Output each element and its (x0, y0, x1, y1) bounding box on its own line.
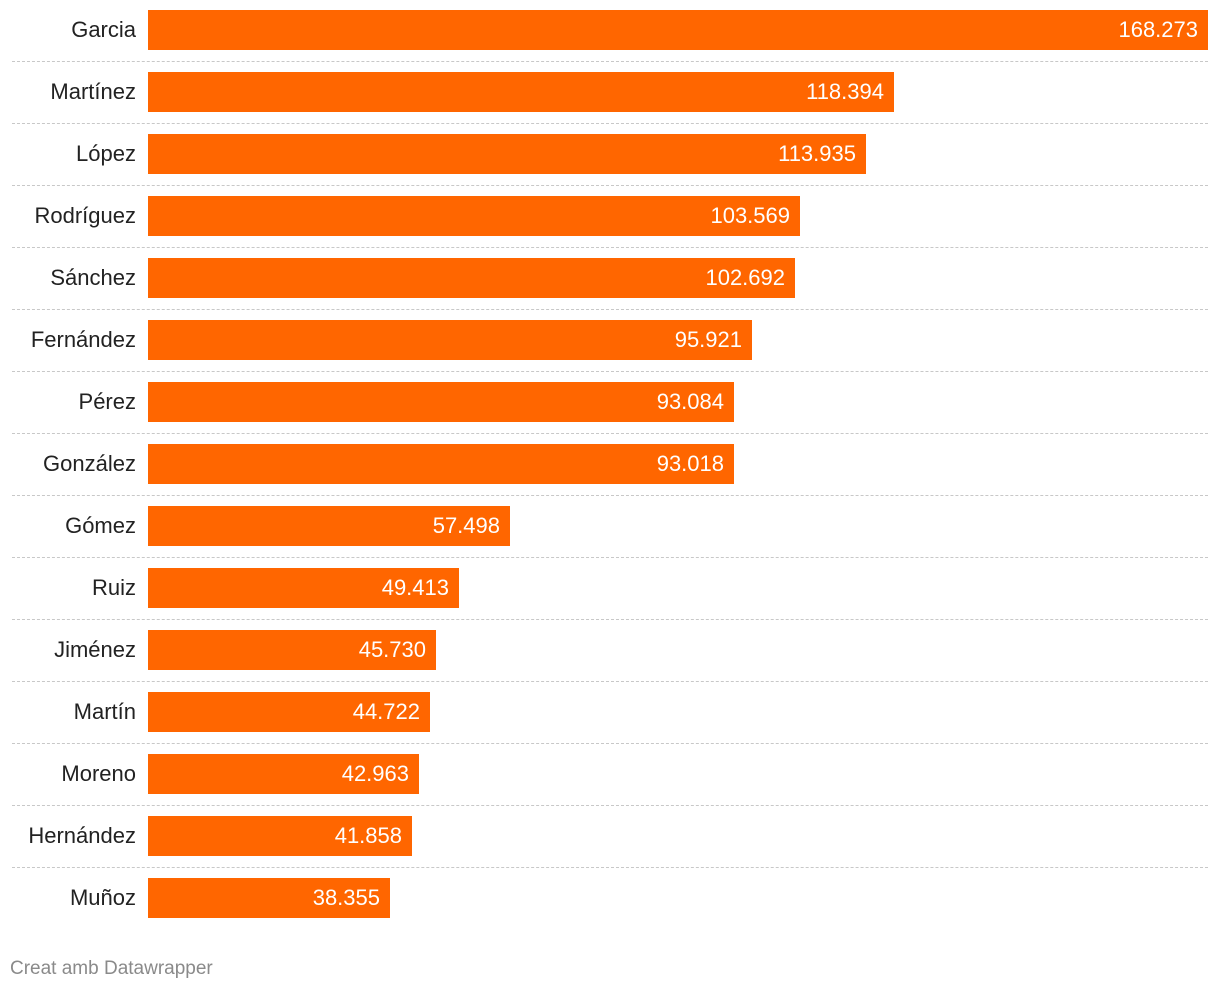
bar-row: Gómez 57.498 (12, 496, 1208, 558)
row-separator (12, 247, 1208, 248)
category-label: Rodríguez (34, 203, 136, 228)
bar-row: González 93.018 (12, 434, 1208, 496)
bar-row: Jiménez 45.730 (12, 620, 1208, 682)
category-label: López (76, 141, 136, 166)
bar-value-label: 42.963 (341, 761, 409, 786)
bar-value-label: 57.498 (432, 513, 500, 538)
bar: 93.084 (148, 382, 734, 422)
category-label: Jiménez (54, 637, 136, 662)
bar-row: López 113.935 (12, 124, 1208, 186)
bar-value-label: 93.018 (656, 451, 724, 476)
bar-row: Moreno 42.963 (12, 744, 1208, 806)
bar-value-label: 95.921 (674, 327, 742, 352)
row-separator (12, 185, 1208, 186)
bar-value-label: 45.730 (358, 637, 426, 662)
row-separator (12, 619, 1208, 620)
bar-value-label: 49.413 (381, 575, 449, 600)
credit-footer: Creat amb Datawrapper (10, 958, 213, 979)
row-separator (12, 495, 1208, 496)
category-label: Hernández (28, 823, 136, 848)
bar-row: Ruiz 49.413 (12, 558, 1208, 620)
bar: 44.722 (148, 692, 430, 732)
row-separator (12, 123, 1208, 124)
bar-row: Martínez 118.394 (12, 62, 1208, 124)
row-separator (12, 433, 1208, 434)
category-label: Gómez (65, 513, 136, 538)
category-label: Moreno (61, 761, 136, 786)
bar-row: Hernández 41.858 (12, 806, 1208, 868)
bar: 113.935 (148, 134, 866, 174)
bar: 93.018 (148, 444, 734, 484)
bar-chart: Garcia 168.273 Martínez 118.394 López 113.935… (12, 0, 1208, 930)
row-separator (12, 309, 1208, 310)
bar: 103.569 (148, 196, 800, 236)
bar-row: Sánchez 102.692 (12, 248, 1208, 310)
bar: 95.921 (148, 320, 752, 360)
bar: 168.273 (148, 10, 1208, 50)
bar-value-label: 168.273 (1118, 17, 1198, 42)
bar: 38.355 (148, 878, 390, 918)
row-separator (12, 743, 1208, 744)
bar: 42.963 (148, 754, 419, 794)
category-label: Pérez (78, 389, 136, 414)
category-label: Muñoz (69, 885, 136, 910)
category-label: Fernández (30, 327, 136, 352)
row-separator (12, 557, 1208, 558)
bar-value-label: 103.569 (710, 203, 790, 228)
bar-row: Pérez 93.084 (12, 372, 1208, 434)
row-separator (12, 867, 1208, 868)
category-label: Martínez (50, 79, 136, 104)
bar-value-label: 41.858 (334, 823, 402, 848)
bar-value-label: 93.084 (656, 389, 724, 414)
bar-row: Muñoz 38.355 (12, 868, 1208, 930)
bar-value-label: 113.935 (778, 141, 856, 166)
category-label: Sánchez (50, 265, 136, 290)
bar: 45.730 (148, 630, 436, 670)
row-separator (12, 371, 1208, 372)
row-separator (12, 805, 1208, 806)
bar-row: Martín 44.722 (12, 682, 1208, 744)
category-label: Ruiz (91, 575, 136, 600)
row-separator (12, 61, 1208, 62)
category-label: González (43, 451, 136, 476)
bar-row: Garcia 168.273 (12, 0, 1208, 62)
bar-value-label: 38.355 (312, 885, 380, 910)
bar-value-label: 102.692 (705, 265, 785, 290)
bar: 118.394 (148, 72, 894, 112)
bar-value-label: 118.394 (806, 79, 884, 104)
bar: 57.498 (148, 506, 510, 546)
row-separator (12, 681, 1208, 682)
bar: 49.413 (148, 568, 459, 608)
category-label: Garcia (71, 17, 136, 42)
bar-row: Fernández 95.921 (12, 310, 1208, 372)
bar: 102.692 (148, 258, 795, 298)
bar-row: Rodríguez 103.569 (12, 186, 1208, 248)
category-label: Martín (73, 699, 136, 724)
bar: 41.858 (148, 816, 412, 856)
bar-value-label: 44.722 (352, 699, 420, 724)
